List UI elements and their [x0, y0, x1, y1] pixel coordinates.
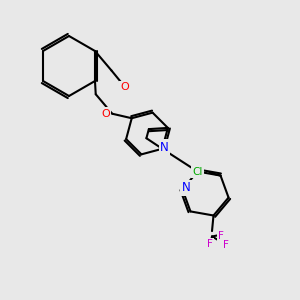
Text: Cl: Cl — [192, 167, 203, 177]
Text: O: O — [121, 82, 129, 92]
Text: N: N — [160, 141, 169, 154]
Text: F: F — [223, 240, 228, 250]
Text: F: F — [207, 239, 212, 249]
Text: O: O — [101, 109, 110, 119]
Text: F: F — [218, 232, 224, 242]
Text: N: N — [182, 182, 190, 194]
